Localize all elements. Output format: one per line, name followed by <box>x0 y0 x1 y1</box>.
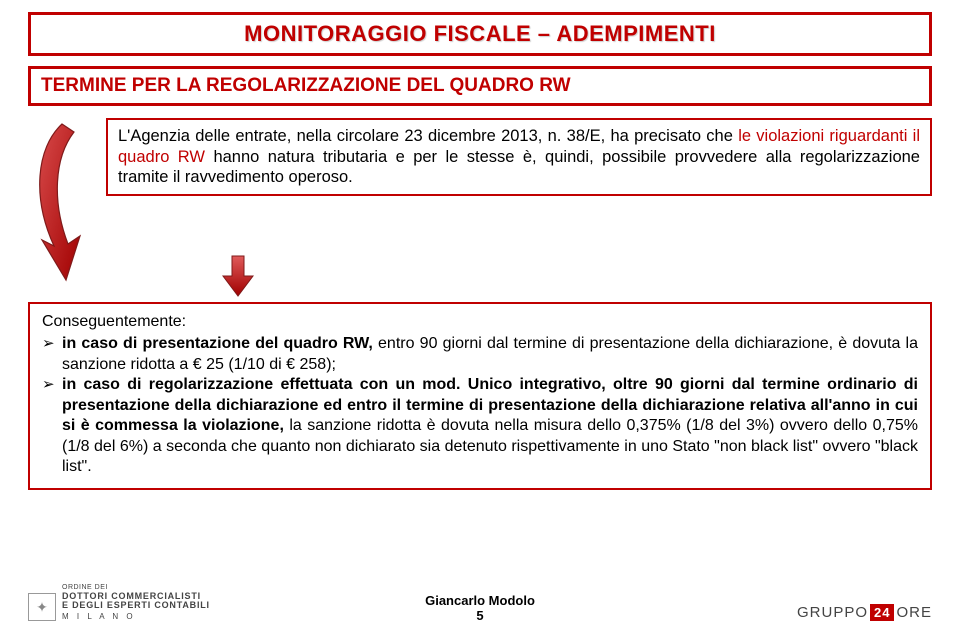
org-line-4: M I L A N O <box>62 611 210 621</box>
title-box: MONITORAGGIO FISCALE – ADEMPIMENTI <box>28 12 932 56</box>
quote-pre: L'Agenzia delle entrate, nella circolare… <box>118 127 733 145</box>
curved-arrow-icon <box>28 118 96 288</box>
curved-arrow-col <box>28 118 96 248</box>
page-title: MONITORAGGIO FISCALE – ADEMPIMENTI <box>31 21 929 47</box>
page-subtitle: TERMINE PER LA REGOLARIZZAZIONE DEL QUAD… <box>41 75 919 97</box>
org-logo-icon: ✦ <box>28 593 56 621</box>
consequence-lead: Conseguentemente: <box>42 312 918 332</box>
slide-page: MONITORAGGIO FISCALE – ADEMPIMENTI TERMI… <box>0 0 960 629</box>
subtitle-box: TERMINE PER LA REGOLARIZZAZIONE DEL QUAD… <box>28 66 932 106</box>
footer-left: ✦ ORDINE DEI DOTTORI COMMERCIALISTI E DE… <box>28 584 210 621</box>
page-number: 5 <box>425 608 535 623</box>
org-text: ORDINE DEI DOTTORI COMMERCIALISTI E DEGL… <box>62 584 210 621</box>
group-box: 24 <box>870 604 894 621</box>
org-line-3: E DEGLI ESPERTI CONTABILI <box>62 601 210 610</box>
footer-right: GRUPPO24ORE <box>797 604 932 621</box>
footer-center: Giancarlo Modolo 5 <box>425 593 535 623</box>
bullet-item-2: in caso di regolarizzazione effettuata c… <box>42 375 918 477</box>
consequence-box: Conseguentemente: in caso di presentazio… <box>28 302 932 490</box>
quote-row: L'Agenzia delle entrate, nella circolare… <box>28 118 932 248</box>
bullet-1-bold: in caso di presentazione del quadro RW, <box>62 335 373 352</box>
author-name: Giancarlo Modolo <box>425 593 535 608</box>
quote-box: L'Agenzia delle entrate, nella circolare… <box>106 118 932 196</box>
footer: ✦ ORDINE DEI DOTTORI COMMERCIALISTI E DE… <box>0 567 960 629</box>
bullet-item-1: in caso di presentazione del quadro RW, … <box>42 334 918 375</box>
group-pre: GRUPPO <box>797 604 868 621</box>
quote-post: hanno natura tributaria e per le stesse … <box>118 148 920 187</box>
group-rest: ORE <box>896 604 932 621</box>
down-arrow-icon <box>221 254 255 298</box>
down-arrow-wrap <box>218 254 258 298</box>
